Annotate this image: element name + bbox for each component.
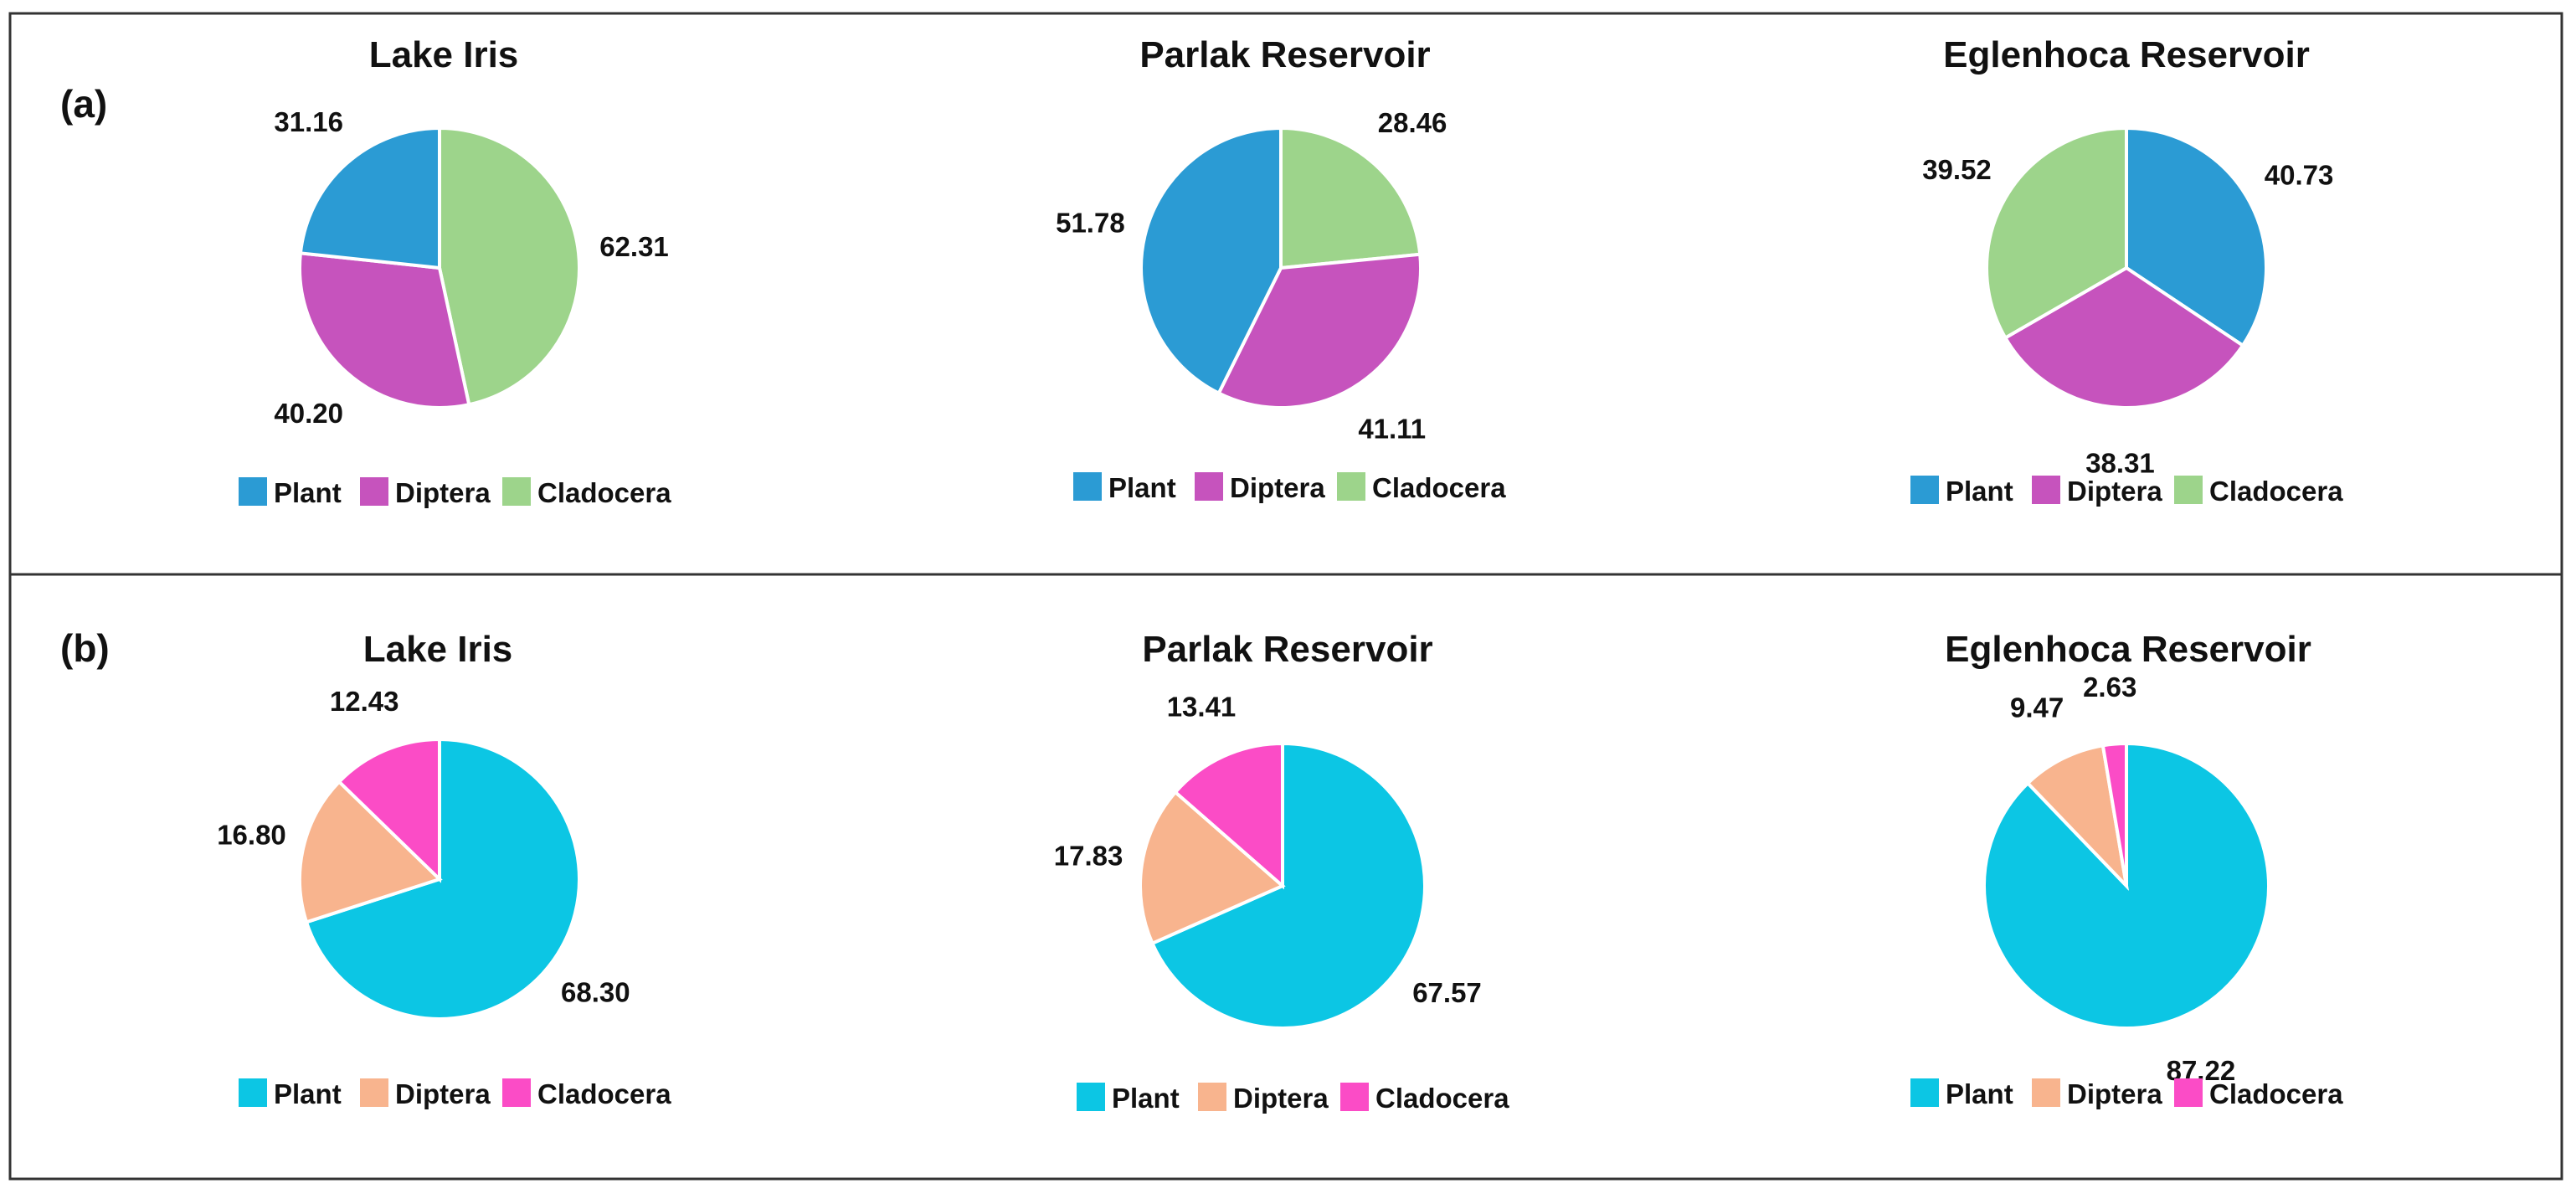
- pie-b-parlak-reservoir-slice-diptera: [1139, 790, 1286, 946]
- pie-b-eglenhoca-reservoir-value-cladocera: 2.63: [2083, 672, 2136, 702]
- pie-a-lake-iris-title: Lake Iris: [369, 34, 519, 75]
- pie-a-parlak-reservoir-value-diptera: 41.11: [1358, 414, 1426, 445]
- pie-b-eglenhoca-reservoir-legend-label-diptera: Diptera: [2067, 1078, 2162, 1109]
- panel-b-label: (b): [60, 626, 110, 670]
- pie-b-eglenhoca-reservoir-slice-cladocera: [2100, 741, 2128, 887]
- pie-b-parlak-reservoir-legend-label-plant: Plant: [1112, 1083, 1180, 1114]
- pie-a-eglenhoca-reservoir-legend-swatch-plant: [1910, 476, 1939, 504]
- pie-b-lake-iris-slice-cladocera: [337, 737, 441, 883]
- pie-b-lake-iris-legend-swatch-plant: [239, 1078, 267, 1107]
- pie-a-parlak-reservoir-legend-label-cladocera: Cladocera: [1372, 472, 1506, 503]
- pie-b-lake-iris-legend-label-cladocera: Cladocera: [537, 1078, 671, 1109]
- pie-a-eglenhoca-reservoir-legend: Plant Diptera Cladocera: [1910, 476, 2343, 507]
- pie-b-lake-iris-value-cladocera: 12.43: [330, 686, 399, 717]
- pie-a-parlak-reservoir-legend: Plant Diptera Cladocera: [1073, 472, 1506, 503]
- pie-a-eglenhoca-reservoir-legend-label-cladocera: Cladocera: [2209, 476, 2343, 507]
- pie-b-parlak-reservoir-slice-cladocera: [1173, 741, 1284, 890]
- pie-b-lake-iris-slice-diptera: [298, 779, 443, 924]
- pie-b-lake-iris: Lake Iris 68.30 16.80 12.43 Plant Diptera Clad…: [217, 629, 671, 1109]
- pie-a-eglenhoca-reservoir-legend-swatch-cladocera: [2174, 476, 2203, 504]
- pie-a-eglenhoca-reservoir-slice-diptera: [2003, 265, 2245, 409]
- pie-b-parlak-reservoir-value-diptera: 17.83: [1054, 841, 1123, 872]
- pie-a-eglenhoca-reservoir-value-diptera: 38.31: [2085, 448, 2155, 479]
- pie-a-parlak-reservoir-legend-label-plant: Plant: [1108, 472, 1176, 503]
- pie-b-parlak-reservoir-legend-swatch-cladocera: [1340, 1083, 1369, 1111]
- pie-a-lake-iris-legend-swatch-diptera: [360, 477, 388, 506]
- pie-a-eglenhoca-reservoir-value-cladocera: 39.52: [1922, 154, 1992, 185]
- pie-b-parlak-reservoir-legend-label-cladocera: Cladocera: [1375, 1083, 1509, 1114]
- pie-b-eglenhoca-reservoir-legend-swatch-plant: [1910, 1078, 1939, 1107]
- pie-a-eglenhoca-reservoir-legend-label-plant: Plant: [1946, 476, 2013, 507]
- pie-a-eglenhoca-reservoir-legend-swatch-diptera: [2032, 476, 2060, 504]
- pie-a-parlak-reservoir-slice-plant: [1139, 126, 1283, 396]
- pie-b-lake-iris-legend-label-plant: Plant: [274, 1078, 342, 1109]
- pie-a-parlak-reservoir: Parlak Reservoir 28.46 41.11 51.78 Plant Dipt…: [1056, 34, 1506, 503]
- pie-b-eglenhoca-reservoir-value-diptera: 9.47: [2010, 692, 2064, 723]
- pie-b-parlak-reservoir-value-cladocera: 13.41: [1167, 691, 1237, 722]
- pie-a-lake-iris-legend-label-cladocera: Cladocera: [537, 477, 671, 508]
- pie-b-parlak-reservoir-value-plant: 67.57: [1412, 977, 1482, 1008]
- panel-b-frame: [8, 573, 2563, 1181]
- pie-a-lake-iris-legend-swatch-cladocera: [502, 477, 531, 506]
- pie-a-parlak-reservoir-slice-cladocera: [1279, 126, 1422, 270]
- pie-b-lake-iris-value-diptera: 16.80: [217, 820, 286, 851]
- pie-b-lake-iris-title: Lake Iris: [363, 629, 513, 670]
- pie-b-eglenhoca-reservoir-legend: Plant Diptera Cladocera: [1910, 1078, 2343, 1109]
- pie-a-eglenhoca-reservoir: Eglenhoca Reservoir 40.73 38.31 39.52 Plant D…: [1910, 34, 2343, 507]
- pie-b-lake-iris-legend-label-diptera: Diptera: [395, 1078, 491, 1109]
- pie-a-lake-iris-legend-label-diptera: Diptera: [395, 477, 491, 508]
- pie-a-parlak-reservoir-legend-swatch-plant: [1073, 472, 1102, 501]
- pie-a-parlak-reservoir-value-plant: 51.78: [1056, 208, 1125, 239]
- pie-a-eglenhoca-reservoir-legend-label-diptera: Diptera: [2067, 476, 2162, 507]
- pie-b-eglenhoca-reservoir-legend-swatch-cladocera: [2174, 1078, 2203, 1107]
- pie-b-parlak-reservoir-legend: Plant Diptera Cladocera: [1077, 1083, 1509, 1114]
- pie-a-parlak-reservoir-legend-swatch-cladocera: [1337, 472, 1365, 501]
- pie-b-lake-iris-value-plant: 68.30: [561, 977, 630, 1008]
- pie-b-lake-iris-legend-swatch-diptera: [360, 1078, 388, 1107]
- pie-a-lake-iris-legend-label-plant: Plant: [274, 477, 342, 508]
- pie-a-parlak-reservoir-legend-label-diptera: Diptera: [1230, 472, 1325, 503]
- pie-a-lake-iris-slice-diptera: [298, 251, 471, 409]
- pie-a-lake-iris-value-cladocera: 62.31: [599, 231, 669, 262]
- pie-a-lake-iris: Lake Iris 62.31 40.20 31.16 Plant Diptera Clad…: [239, 34, 671, 508]
- pie-b-lake-iris-legend: Plant Diptera Cladocera: [239, 1078, 671, 1109]
- pie-a-lake-iris-value-plant: 31.16: [274, 106, 343, 137]
- pie-b-parlak-reservoir-legend-swatch-plant: [1077, 1083, 1105, 1111]
- pie-b-parlak-reservoir-title: Parlak Reservoir: [1142, 629, 1432, 670]
- pie-a-parlak-reservoir-legend-swatch-diptera: [1195, 472, 1223, 501]
- pie-a-parlak-reservoir-value-cladocera: 28.46: [1378, 107, 1447, 138]
- pie-a-lake-iris-value-diptera: 40.20: [274, 398, 343, 429]
- pie-a-eglenhoca-reservoir-value-plant: 40.73: [2265, 160, 2334, 191]
- pie-a-parlak-reservoir-title: Parlak Reservoir: [1139, 34, 1430, 75]
- pie-b-eglenhoca-reservoir-legend-label-plant: Plant: [1946, 1078, 2013, 1109]
- pie-b-parlak-reservoir-legend-swatch-diptera: [1198, 1083, 1226, 1111]
- pie-b-parlak-reservoir: Parlak Reservoir 67.57 17.83 13.41 Plant Dipt…: [1054, 629, 1509, 1114]
- pie-a-eglenhoca-reservoir-slice-cladocera: [1985, 126, 2128, 341]
- pie-a-lake-iris-slice-cladocera: [438, 126, 581, 407]
- pie-a-lake-iris-legend-swatch-plant: [239, 477, 267, 506]
- pie-b-parlak-reservoir-slice-plant: [1149, 741, 1427, 1030]
- pie-a-lake-iris-slice-plant: [298, 126, 441, 270]
- panel-a-label: (a): [60, 82, 107, 126]
- pie-a-lake-iris-legend: Plant Diptera Cladocera: [239, 477, 671, 508]
- pie-b-eglenhoca-reservoir-title: Eglenhoca Reservoir: [1945, 629, 2311, 670]
- pie-a-eglenhoca-reservoir-title: Eglenhoca Reservoir: [1943, 34, 2310, 75]
- pie-b-eglenhoca-reservoir-legend-label-cladocera: Cladocera: [2209, 1078, 2343, 1109]
- pie-b-parlak-reservoir-legend-label-diptera: Diptera: [1233, 1083, 1329, 1114]
- pie-b-lake-iris-legend-swatch-cladocera: [502, 1078, 531, 1107]
- pie-b-lake-iris-slice-plant: [304, 737, 581, 1021]
- pie-b-eglenhoca-reservoir-slice-diptera: [2025, 744, 2130, 892]
- pie-b-eglenhoca-reservoir-legend-swatch-diptera: [2032, 1078, 2060, 1107]
